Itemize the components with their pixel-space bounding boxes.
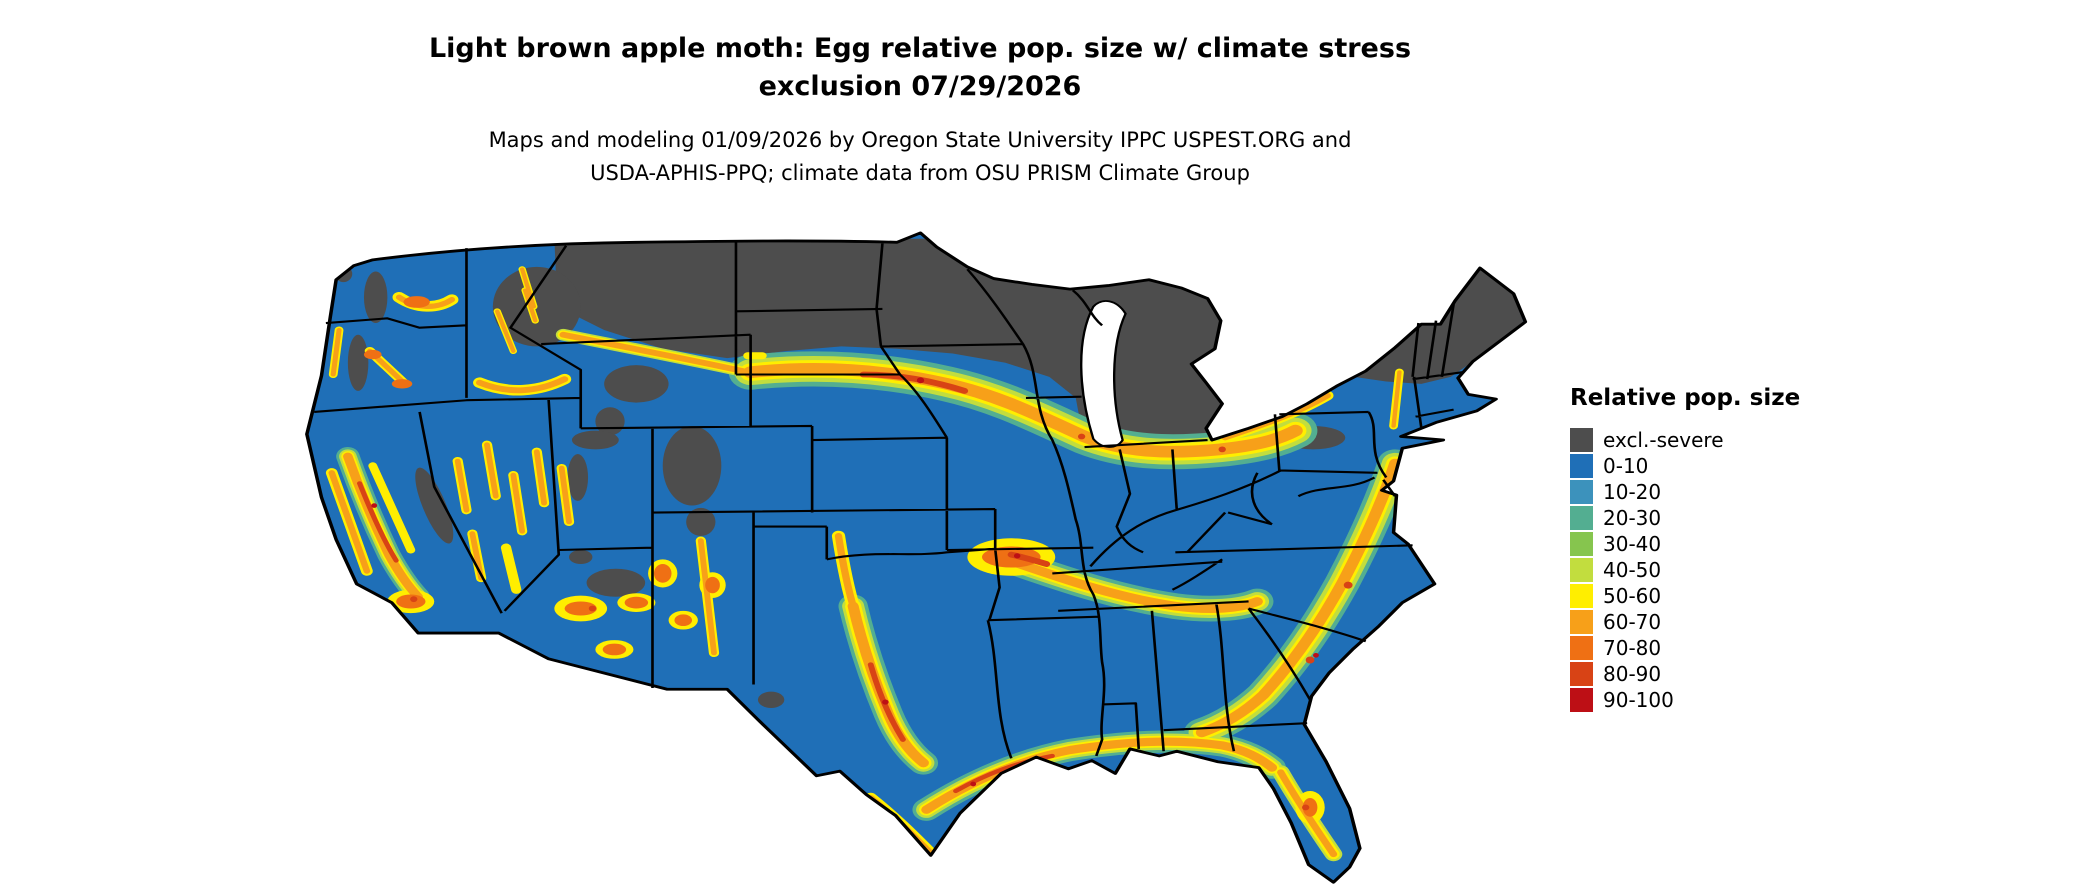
- legend-swatch-excl-severe: [1570, 428, 1593, 452]
- legend-item-label: 90-100: [1603, 688, 1674, 712]
- title-line-2: exclusion 07/29/2026: [758, 71, 1082, 102]
- legend-item-label: 10-20: [1603, 480, 1662, 504]
- legend: Relative pop. size excl.-severe 0-10 10-…: [1570, 385, 1870, 713]
- title-line-1: Light brown apple moth: Egg relative pop…: [428, 33, 1412, 64]
- legend-items: excl.-severe 0-10 10-20 20-30 30-40 40-5…: [1570, 427, 1870, 713]
- legend-item: 10-20: [1570, 479, 1870, 505]
- legend-item: 80-90: [1570, 661, 1870, 687]
- legend-item: 20-30: [1570, 505, 1870, 531]
- legend-item: excl.-severe: [1570, 427, 1870, 453]
- legend-swatch-0-10: [1570, 454, 1593, 478]
- page-title: Light brown apple moth: Egg relative pop…: [0, 30, 1840, 106]
- legend-swatch-80-90: [1570, 662, 1593, 686]
- legend-item-label: 80-90: [1603, 662, 1662, 686]
- legend-swatch-20-30: [1570, 506, 1593, 530]
- legend-item-label: 0-10: [1603, 454, 1649, 478]
- legend-item: 30-40: [1570, 531, 1870, 557]
- subtitle-line-1: Maps and modeling 01/09/2026 by Oregon S…: [488, 128, 1352, 152]
- legend-swatch-10-20: [1570, 480, 1593, 504]
- state-borders: [314, 241, 1463, 759]
- legend-item: 60-70: [1570, 609, 1870, 635]
- legend-swatch-30-40: [1570, 532, 1593, 556]
- legend-item-label: 50-60: [1603, 584, 1662, 608]
- us-risk-map: [197, 199, 1603, 892]
- legend-swatch-60-70: [1570, 610, 1593, 634]
- page-subtitle: Maps and modeling 01/09/2026 by Oregon S…: [0, 124, 1840, 190]
- spots-90-100: [371, 377, 1319, 787]
- legend-item-label: 40-50: [1603, 558, 1662, 582]
- legend-item-label: 30-40: [1603, 532, 1662, 556]
- legend-item-label: 60-70: [1603, 610, 1662, 634]
- legend-item: 0-10: [1570, 453, 1870, 479]
- us-map-svg: [305, 231, 1528, 884]
- legend-item: 90-100: [1570, 687, 1870, 713]
- band-60-70: [328, 267, 1402, 854]
- legend-title: Relative pop. size: [1570, 385, 1801, 411]
- spots-80-90: [410, 433, 1353, 811]
- legend-item-label: 70-80: [1603, 636, 1662, 660]
- legend-swatch-70-80: [1570, 636, 1593, 660]
- legend-item-label: 20-30: [1603, 506, 1662, 530]
- legend-item: 50-60: [1570, 583, 1870, 609]
- legend-swatch-40-50: [1570, 558, 1593, 582]
- legend-item-label: excl.-severe: [1603, 428, 1724, 452]
- lake-michigan: [1080, 300, 1127, 448]
- legend-item: 70-80: [1570, 635, 1870, 661]
- legend-item: 40-50: [1570, 557, 1870, 583]
- subtitle-line-2: USDA-APHIS-PPQ; climate data from OSU PR…: [590, 161, 1250, 185]
- country-outline: [305, 231, 1528, 884]
- legend-swatch-50-60: [1570, 584, 1593, 608]
- legend-swatch-90-100: [1570, 688, 1593, 712]
